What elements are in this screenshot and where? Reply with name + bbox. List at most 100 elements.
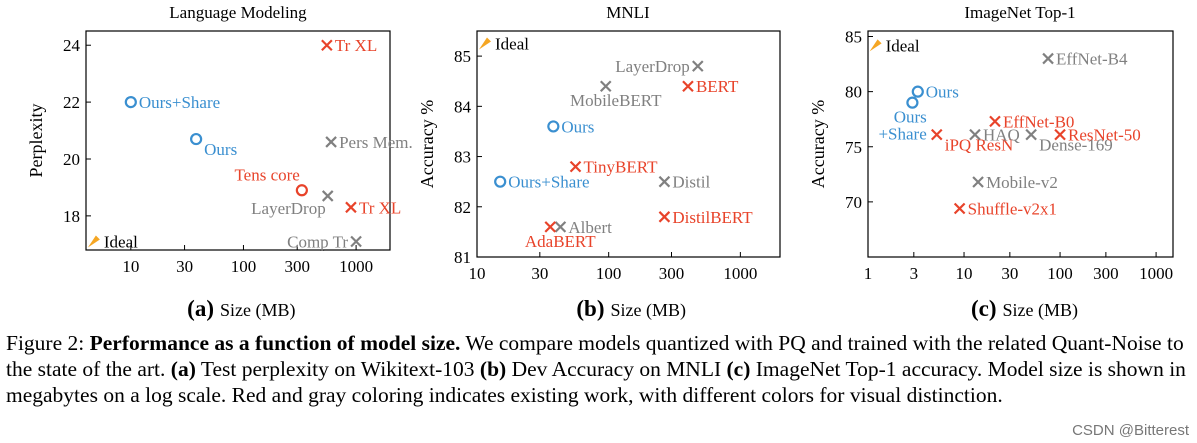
figure-panels: Language Modeling 10 30 100 300 1000 18 20 22 24 P… [26,3,1174,321]
chart-title: MNLI [606,3,650,22]
data-point-circle [547,120,560,133]
ideal-arrow-marker [87,235,100,248]
caption-c-label: (c) [726,357,751,381]
data-point-x [1054,128,1066,141]
caption-b-label: (b) [479,357,507,381]
x-tick-label: 10 [469,264,486,283]
data-point-circle [494,175,507,188]
data-point-x [1042,52,1054,65]
y-tick-label: 18 [63,207,80,226]
data-point-label: Ours+Share [508,173,589,192]
x-tick-label: 30 [176,257,193,276]
plot-frame [867,30,1174,258]
data-point-label: Ours [561,117,594,136]
data-point-x [345,201,357,214]
y-axis-label: Accuracy % [417,100,437,188]
data-point-label: Tr XL [335,36,377,55]
data-point-x [682,80,694,93]
data-point-circle [906,96,919,109]
y-tick-label: 85 [454,47,471,66]
data-point-label: Ours [926,83,959,102]
y-tick-label: 75 [845,138,862,157]
data-point-x [658,175,671,188]
data-point-x [969,128,981,141]
y-tick-label: 80 [845,83,862,102]
caption-c-text: ImageNet Top-1 accuracy. Model size is s… [6,357,1186,407]
y-tick-label: 22 [63,93,80,112]
y-tick-label: 82 [454,198,471,217]
data-point-label: LayerDrop [251,199,326,218]
x-tick-label: 10 [122,257,139,276]
data-point-label: Dense-169 [1039,136,1113,155]
data-point-label: MobileBERT [570,91,662,110]
data-point-x [989,115,1001,128]
x-tick-label: 10 [956,264,973,283]
y-tick-label: 24 [63,36,81,55]
data-point-label: Comp Tr [287,232,348,251]
data-point-label-line: Ours [894,108,927,127]
data-point-circle [911,85,924,98]
data-point-circle [295,184,308,197]
x-tick-label: 300 [659,264,685,283]
caption-prefix: Figure 2: [6,331,90,355]
data-point-label: Mobile-v2 [986,173,1058,192]
data-point-x [321,190,334,202]
x-tick-label: 1000 [723,264,757,283]
x-tick-label: 100 [596,264,622,283]
data-point-label: BERT [696,77,739,96]
data-point-x [953,202,966,215]
data-point-label: EffNet-B0 [1003,112,1074,131]
data-point-x [930,128,943,141]
data-point-label: Ours [204,140,237,159]
y-tick-label: 20 [63,150,80,169]
data-point-x [554,221,567,233]
data-point-x [544,221,557,233]
ideal-arrow-marker [478,37,491,50]
data-point-circle [124,96,137,109]
data-point-circle [190,132,203,146]
x-tick-label: 1000 [1139,264,1173,283]
data-point-label: DistilBERT [672,208,753,227]
x-axis-label: Size (MB) [1003,300,1079,321]
caption-b-text: Dev Accuracy on MNLI [506,357,727,381]
caption-sentence: We compare models quantized with PQ and … [6,331,1184,381]
x-tick-label: 1 [864,264,873,283]
ideal-label: Ideal [104,232,138,251]
x-tick-label: 30 [531,264,548,283]
y-tick-label: 70 [845,193,862,212]
data-point-x [321,39,333,51]
chart-title: Language Modeling [169,3,307,22]
figure-caption: Figure 2: Performance as a function of m… [6,330,1191,408]
ideal-arrow-marker [869,39,882,52]
data-point-label: Distil [672,173,710,192]
data-point-label: LayerDrop [615,57,690,76]
data-point-label: Shuffle-v2x1 [968,199,1057,218]
data-point-label: Ours+Share [878,108,926,144]
x-axis-label: Size (MB) [220,300,296,321]
chart-title: ImageNet Top-1 [964,3,1075,22]
data-point-label: EffNet-B4 [1056,50,1128,69]
y-tick-label: 85 [845,28,862,47]
y-axis-label: Perplexity [26,104,46,178]
x-tick-label: 100 [231,257,257,276]
caption-a-text: Test perplexity on Wikitext-103 [195,357,480,381]
data-point-x [350,235,362,248]
data-point-label: Pers Mem. [339,133,413,152]
data-point-x [599,80,612,93]
caption-a-label: (a) [170,357,196,381]
x-tick-label: 3 [910,264,919,283]
data-point-label: HAQ [983,126,1020,145]
data-point-label-line: +Share [878,125,926,144]
x-tick-label: 100 [1047,264,1073,283]
y-tick-label: 84 [454,97,472,116]
ideal-label: Ideal [886,36,920,55]
data-point-label: Ours+Share [139,93,220,112]
ideal-label: Ideal [495,35,529,54]
data-point-x [972,176,984,188]
data-point-label: ResNet-50 [1068,126,1141,145]
x-tick-label: 300 [284,257,310,276]
data-point-label: TinyBERT [584,158,659,177]
data-point-x [658,211,671,223]
y-axis-label: Accuracy % [808,100,828,188]
caption-title: Performance as a function of model size. [89,331,461,355]
